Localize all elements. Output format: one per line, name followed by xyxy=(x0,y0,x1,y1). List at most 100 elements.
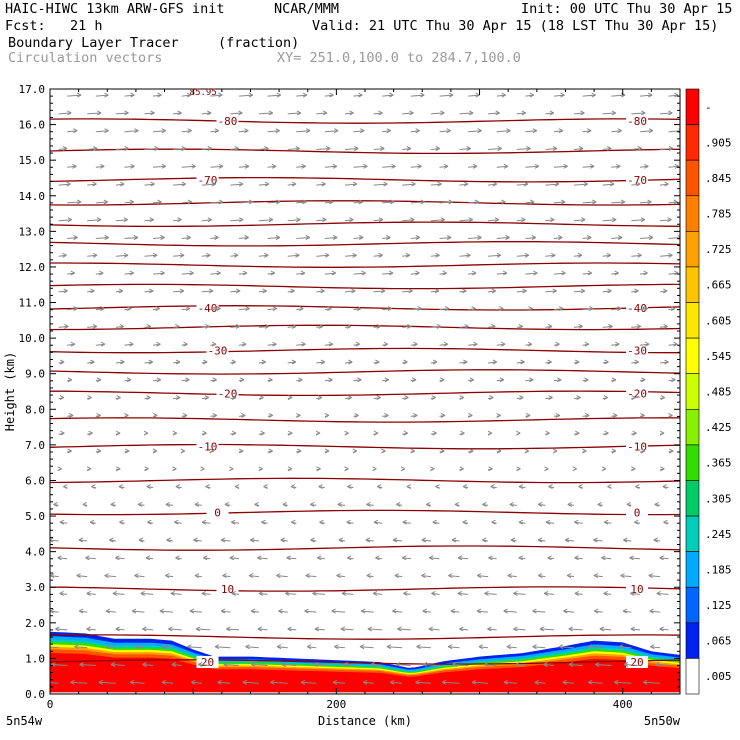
wind-vector xyxy=(382,128,392,134)
wind-vector xyxy=(482,501,489,507)
wind-vector xyxy=(630,590,640,596)
wind-vector xyxy=(161,679,174,685)
wind-vector xyxy=(343,662,354,667)
wind-vector xyxy=(344,323,352,329)
wind-vector xyxy=(67,377,73,383)
wind-vector xyxy=(545,395,553,401)
wind-vector xyxy=(205,484,211,490)
wind-vector xyxy=(488,323,496,329)
wind-vector xyxy=(599,626,612,632)
wind-vector xyxy=(468,341,478,347)
wind-vector xyxy=(366,501,374,507)
wind-vector xyxy=(635,484,641,490)
wind-vector xyxy=(441,679,460,685)
wind-vector xyxy=(631,110,646,116)
wind-vector xyxy=(67,448,72,454)
wind-vector xyxy=(468,448,474,454)
wind-vector xyxy=(428,626,440,632)
y-tick-label: 0.0 xyxy=(25,688,45,701)
wind-vector xyxy=(545,217,555,223)
wind-vector xyxy=(267,377,273,383)
wind-vector xyxy=(376,484,383,490)
wind-vector xyxy=(245,644,260,650)
wind-vector xyxy=(86,626,96,632)
y-axis-label: Height (km) xyxy=(3,352,17,431)
wind-vector xyxy=(50,682,59,684)
wind-vector xyxy=(230,288,241,294)
wind-vector xyxy=(639,270,648,276)
wind-vector xyxy=(668,377,676,383)
wind-vector xyxy=(324,128,339,134)
wind-vector xyxy=(516,217,526,223)
wind-vector xyxy=(58,430,65,436)
colorbar-label: .845 xyxy=(705,172,732,185)
wind-vector xyxy=(316,110,328,116)
wind-vector xyxy=(173,359,181,365)
wind-vector xyxy=(553,199,566,205)
wind-vector xyxy=(639,235,654,240)
wind-vector xyxy=(175,555,182,561)
colorbar-label: .125 xyxy=(705,599,732,612)
wind-vector xyxy=(336,573,346,579)
wind-vector xyxy=(634,519,640,525)
wind-vector xyxy=(254,501,260,507)
wind-vector xyxy=(287,181,297,187)
wind-vector xyxy=(170,590,182,596)
wind-vector xyxy=(468,92,480,98)
field-units: (fraction) xyxy=(218,35,300,51)
wind-vector xyxy=(115,555,125,561)
wind-vector xyxy=(373,395,381,401)
contour-label: -20 xyxy=(627,387,647,400)
wind-vector xyxy=(582,270,593,276)
wind-vector xyxy=(316,181,326,187)
wind-vector xyxy=(115,146,129,151)
wind-vector xyxy=(324,412,330,418)
wind-vector xyxy=(402,217,415,223)
wind-vector xyxy=(496,128,511,134)
colorbar-swatch xyxy=(685,88,700,125)
wind-vector xyxy=(448,573,460,579)
wind-vector xyxy=(537,537,546,543)
colorbar-label: .425 xyxy=(705,421,732,434)
wind-vector xyxy=(603,519,612,525)
wind-vector xyxy=(410,235,421,240)
wind-vector xyxy=(230,519,240,525)
wind-vector xyxy=(144,466,149,472)
wind-vector xyxy=(524,448,530,454)
wind-vector xyxy=(324,270,337,276)
wind-vector xyxy=(631,146,643,151)
wind-vector xyxy=(562,679,575,685)
wind-vector xyxy=(639,448,646,454)
wind-vector xyxy=(543,662,555,667)
wind-vector xyxy=(496,377,505,383)
wind-vector xyxy=(602,323,613,329)
wind-vector xyxy=(190,679,202,685)
wind-vector xyxy=(238,448,244,454)
wind-vector xyxy=(631,466,636,472)
wind-vector xyxy=(280,537,288,543)
wind-vector xyxy=(197,662,211,667)
wind-vector xyxy=(564,537,575,543)
wind-vector xyxy=(602,110,617,116)
wind-vector xyxy=(201,323,210,329)
colorbar-swatch xyxy=(685,480,700,517)
colorbar-label: .185 xyxy=(705,563,732,576)
wind-vector xyxy=(346,519,354,525)
wind-vector xyxy=(537,573,546,579)
wind-vector xyxy=(659,217,672,223)
wind-vector xyxy=(659,359,669,365)
wind-vector xyxy=(602,252,612,258)
cross-section-endpoints: XY= 251.0,100.0 to 284.7,100.0 xyxy=(277,50,521,66)
wind-vector xyxy=(402,323,412,329)
wind-vector xyxy=(67,199,82,205)
wind-vector xyxy=(467,412,473,418)
wind-vector xyxy=(496,412,501,418)
wind-vector xyxy=(532,644,546,650)
wind-vector xyxy=(193,537,202,543)
wind-vector xyxy=(344,430,349,436)
wind-vector xyxy=(545,519,555,525)
field-name: Boundary Layer Tracer xyxy=(8,35,179,51)
wind-vector xyxy=(118,484,125,490)
wind-vector xyxy=(553,128,564,134)
wind-vector xyxy=(573,430,580,436)
